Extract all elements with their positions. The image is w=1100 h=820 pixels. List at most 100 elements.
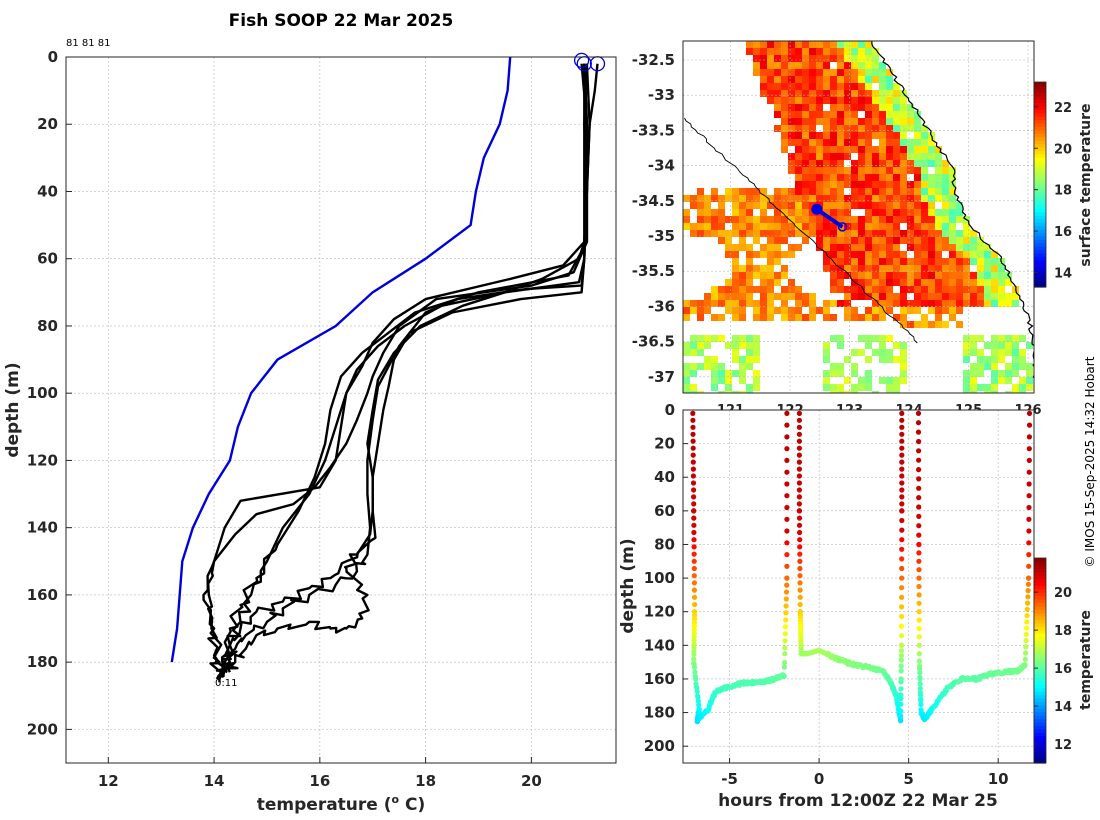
section-sample-point xyxy=(796,466,803,472)
credit-text: © IMOS 15-Sep-2025 14:32 Hobart xyxy=(1083,356,1097,567)
sst-pixel xyxy=(942,160,949,167)
sst-pixel xyxy=(907,111,914,118)
sst-pixel xyxy=(739,230,746,237)
sst-pixel xyxy=(760,188,767,195)
sst-pixel xyxy=(823,90,830,97)
sst-pixel xyxy=(844,391,851,393)
colorbar-segment xyxy=(1034,745,1046,750)
sst-pixel xyxy=(823,41,830,48)
sst-pixel xyxy=(690,300,697,307)
sst-pixel xyxy=(823,48,830,55)
sst-pixel xyxy=(753,251,760,258)
sst-pixel xyxy=(998,286,1005,293)
sst-pixel xyxy=(732,370,739,377)
section-sample-point xyxy=(784,481,790,487)
sst-pixel xyxy=(872,160,879,167)
sst-pixel xyxy=(858,83,865,90)
sst-pixel xyxy=(781,307,788,314)
sst-pixel xyxy=(802,118,809,125)
sst-pixel xyxy=(851,265,858,272)
sst-pixel xyxy=(907,279,914,286)
sst-pixel xyxy=(830,391,837,393)
sst-pixel xyxy=(725,237,732,244)
sst-pixel xyxy=(865,146,872,153)
sst-pixel xyxy=(921,265,928,272)
profile-y-tick-label: 80 xyxy=(37,317,58,335)
sst-pixel xyxy=(858,377,865,384)
section-sample-point xyxy=(691,637,697,644)
sst-pixel xyxy=(739,314,746,321)
colorbar-segment xyxy=(1034,123,1046,128)
section-sample-point xyxy=(796,445,803,451)
sst-pixel xyxy=(690,307,697,314)
sst-pixel xyxy=(900,167,907,174)
sst-pixel xyxy=(865,251,872,258)
sst-pixel xyxy=(914,286,921,293)
section-sample-point xyxy=(690,466,697,472)
sst-pixel xyxy=(704,293,711,300)
sst-pixel xyxy=(725,251,732,258)
colorbar-segment xyxy=(1034,88,1046,93)
sst-pixel xyxy=(886,76,893,83)
sst-pixel xyxy=(760,195,767,202)
sst-pixel xyxy=(837,90,844,97)
section-sample-point xyxy=(784,469,790,475)
colorbar-segment xyxy=(1034,211,1046,216)
temperature-profile-line xyxy=(221,63,586,674)
sst-pixel xyxy=(942,181,949,188)
sst-pixel xyxy=(921,188,928,195)
sst-pixel xyxy=(844,97,851,104)
sst-pixel xyxy=(977,279,984,286)
sst-pixel xyxy=(865,370,872,377)
sst-pixel xyxy=(802,104,809,111)
sst-pixel xyxy=(872,97,879,104)
sst-pixel xyxy=(781,41,788,48)
sst-pixel xyxy=(872,195,879,202)
sst-pixel xyxy=(795,139,802,146)
section-sample-point xyxy=(916,467,922,473)
sst-pixel xyxy=(837,237,844,244)
sst-pixel xyxy=(795,69,802,76)
sst-pixel xyxy=(900,125,907,132)
sst-pixel xyxy=(809,195,816,202)
sst-pixel xyxy=(942,244,949,251)
sst-pixel xyxy=(823,202,830,209)
sst-pixel xyxy=(851,62,858,69)
section-sample-point xyxy=(916,625,922,632)
sst-pixel xyxy=(781,76,788,83)
sst-pixel xyxy=(830,83,837,90)
sst-pixel xyxy=(893,293,900,300)
sst-pixel xyxy=(970,279,977,286)
sst-pixel xyxy=(760,41,767,48)
sst-pixel xyxy=(879,62,886,69)
colorbar-segment xyxy=(1034,164,1046,169)
sst-pixel xyxy=(886,174,893,181)
sst-pixel xyxy=(865,139,872,146)
climatology-profile-line xyxy=(170,56,512,663)
sst-pixel xyxy=(781,48,788,55)
sst-pixel xyxy=(886,90,893,97)
section-sample-point xyxy=(796,501,803,507)
section-sample-point xyxy=(916,651,922,657)
section-sample-point xyxy=(899,459,905,465)
sst-pixel xyxy=(928,286,935,293)
sst-pixel xyxy=(914,167,921,174)
section-sample-point xyxy=(796,424,803,430)
sst-pixel xyxy=(851,125,858,132)
map-lat-tick-label: -34 xyxy=(648,157,675,175)
section-sample-point xyxy=(898,713,904,719)
sst-pixel xyxy=(732,286,739,293)
section-sample-point xyxy=(781,664,788,670)
sst-pixel xyxy=(690,195,697,202)
colorbar-segment xyxy=(1034,136,1046,141)
sst-pixel xyxy=(977,237,984,244)
section-sample-point xyxy=(782,624,789,630)
sst-pixel xyxy=(781,237,788,244)
sst-pixel xyxy=(907,125,914,132)
sst-pixel xyxy=(984,363,991,370)
sst-pixel xyxy=(830,244,837,251)
sst-pixel xyxy=(1026,342,1033,349)
sst-pixel xyxy=(809,55,816,62)
sst-pixel xyxy=(942,202,949,209)
